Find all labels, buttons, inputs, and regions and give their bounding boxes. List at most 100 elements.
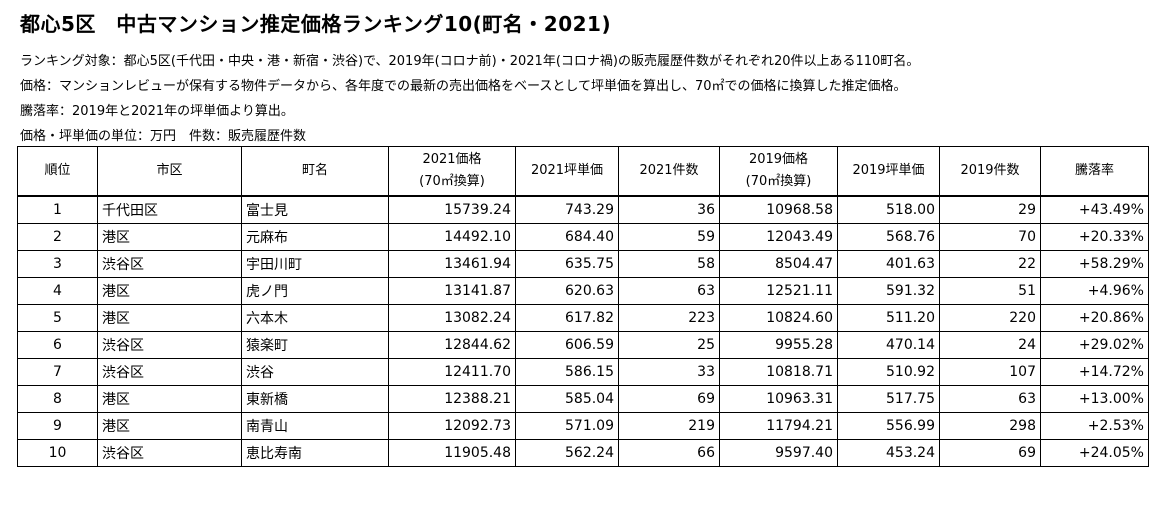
table-row: 10 渋谷区 恵比寿南 11905.48 562.24 66 9597.40 453.24 69… xyxy=(17,439,1149,467)
cell-change-rate: +58.29% xyxy=(1040,250,1149,278)
cell-2021-tsubo-price: 606.59 xyxy=(515,331,619,359)
page-title: 都心5区 中古マンション推定価格ランキング10(町名・2021) xyxy=(20,12,612,36)
cell-2021-count: 58 xyxy=(618,250,720,278)
cell-change-rate: +2.53% xyxy=(1040,412,1149,440)
cell-2019-tsubo-price: 401.63 xyxy=(837,250,940,278)
cell-rank: 10 xyxy=(17,439,98,467)
cell-2019-count: 29 xyxy=(939,195,1041,224)
header-2021-count: 2021件数 xyxy=(618,146,720,197)
cell-town: 南青山 xyxy=(241,412,389,440)
cell-town: 東新橋 xyxy=(241,385,389,413)
cell-change-rate: +13.00% xyxy=(1040,385,1149,413)
cell-2021-tsubo-price: 635.75 xyxy=(515,250,619,278)
cell-2021-tsubo-price: 743.29 xyxy=(515,195,619,224)
cell-town: 六本木 xyxy=(241,304,389,332)
cell-change-rate: +29.02% xyxy=(1040,331,1149,359)
table-row: 7 渋谷区 渋谷 12411.70 586.15 33 10818.71 510.92 107 +… xyxy=(17,358,1149,386)
cell-2019-count: 107 xyxy=(939,358,1041,386)
cell-2019-count: 298 xyxy=(939,412,1041,440)
cell-rank: 8 xyxy=(17,385,98,413)
cell-2021-price: 12411.70 xyxy=(388,358,516,386)
cell-rank: 5 xyxy=(17,304,98,332)
table-row: 4 港区 虎ノ門 13141.87 620.63 63 12521.11 591.32 51 +4… xyxy=(17,277,1149,305)
cell-city: 港区 xyxy=(97,385,242,413)
cell-2019-tsubo-price: 591.32 xyxy=(837,277,940,305)
cell-2021-count: 63 xyxy=(618,277,720,305)
table-row: 3 渋谷区 宇田川町 13461.94 635.75 58 8504.47 401.63 22 +… xyxy=(17,250,1149,278)
cell-rank: 7 xyxy=(17,358,98,386)
cell-city: 港区 xyxy=(97,304,242,332)
cell-town: 元麻布 xyxy=(241,223,389,251)
cell-2021-tsubo-price: 620.63 xyxy=(515,277,619,305)
header-2021-tsubo-price: 2021坪単価 xyxy=(515,146,619,197)
cell-2019-price: 9597.40 xyxy=(719,439,838,467)
cell-town: 猿楽町 xyxy=(241,331,389,359)
header-change-rate: 騰落率 xyxy=(1040,146,1149,197)
cell-city: 港区 xyxy=(97,277,242,305)
cell-rank: 3 xyxy=(17,250,98,278)
cell-city: 渋谷区 xyxy=(97,250,242,278)
cell-2019-tsubo-price: 517.75 xyxy=(837,385,940,413)
cell-2021-price: 13461.94 xyxy=(388,250,516,278)
cell-2019-tsubo-price: 453.24 xyxy=(837,439,940,467)
cell-2021-count: 36 xyxy=(618,195,720,224)
cell-city: 港区 xyxy=(97,412,242,440)
cell-2021-tsubo-price: 585.04 xyxy=(515,385,619,413)
cell-change-rate: +14.72% xyxy=(1040,358,1149,386)
cell-city: 渋谷区 xyxy=(97,358,242,386)
cell-town: 富士見 xyxy=(241,195,389,224)
cell-city: 渋谷区 xyxy=(97,439,242,467)
cell-2021-price: 12092.73 xyxy=(388,412,516,440)
table-row: 6 渋谷区 猿楽町 12844.62 606.59 25 9955.28 470.14 24 +2… xyxy=(17,331,1149,359)
header-town: 町名 xyxy=(241,146,389,197)
cell-2021-count: 66 xyxy=(618,439,720,467)
cell-2021-price: 13141.87 xyxy=(388,277,516,305)
note-change-rate: 騰落率：2019年と2021年の坪単価より算出。 xyxy=(20,104,294,119)
cell-2019-price: 12043.49 xyxy=(719,223,838,251)
cell-2019-price: 12521.11 xyxy=(719,277,838,305)
cell-city: 渋谷区 xyxy=(97,331,242,359)
cell-town: 宇田川町 xyxy=(241,250,389,278)
header-city: 市区 xyxy=(97,146,242,197)
header-2019-tsubo-price: 2019坪単価 xyxy=(837,146,940,197)
cell-2019-price: 8504.47 xyxy=(719,250,838,278)
cell-2021-price: 11905.48 xyxy=(388,439,516,467)
cell-2019-tsubo-price: 510.92 xyxy=(837,358,940,386)
cell-2019-price: 11794.21 xyxy=(719,412,838,440)
cell-2019-price: 9955.28 xyxy=(719,331,838,359)
cell-change-rate: +20.33% xyxy=(1040,223,1149,251)
header-rank: 順位 xyxy=(17,146,98,197)
cell-2021-tsubo-price: 562.24 xyxy=(515,439,619,467)
cell-2021-count: 33 xyxy=(618,358,720,386)
cell-town: 恵比寿南 xyxy=(241,439,389,467)
cell-2019-count: 70 xyxy=(939,223,1041,251)
cell-rank: 1 xyxy=(17,195,98,224)
cell-town: 渋谷 xyxy=(241,358,389,386)
header-2019-count: 2019件数 xyxy=(939,146,1041,197)
cell-2021-count: 223 xyxy=(618,304,720,332)
cell-change-rate: +43.49% xyxy=(1040,195,1149,224)
cell-change-rate: +20.86% xyxy=(1040,304,1149,332)
cell-2021-tsubo-price: 617.82 xyxy=(515,304,619,332)
cell-2019-tsubo-price: 470.14 xyxy=(837,331,940,359)
cell-2019-tsubo-price: 568.76 xyxy=(837,223,940,251)
cell-city: 港区 xyxy=(97,223,242,251)
cell-2021-count: 69 xyxy=(618,385,720,413)
cell-town: 虎ノ門 xyxy=(241,277,389,305)
cell-change-rate: +4.96% xyxy=(1040,277,1149,305)
cell-2019-tsubo-price: 511.20 xyxy=(837,304,940,332)
table-row: 2 港区 元麻布 14492.10 684.40 59 12043.49 568.76 70 +2… xyxy=(17,223,1149,251)
cell-2019-count: 51 xyxy=(939,277,1041,305)
cell-city: 千代田区 xyxy=(97,195,242,224)
cell-2019-count: 24 xyxy=(939,331,1041,359)
cell-2019-tsubo-price: 556.99 xyxy=(837,412,940,440)
table-row: 1 千代田区 富士見 15739.24 743.29 36 10968.58 518.00 29… xyxy=(17,195,1149,224)
note-price-definition: 価格：マンションレビューが保有する物件データから、各年度での最新の売出価格をベー… xyxy=(20,79,907,94)
cell-2019-count: 220 xyxy=(939,304,1041,332)
note-units: 価格・坪単価の単位：万円 件数：販売履歴件数 xyxy=(20,129,307,144)
cell-change-rate: +24.05% xyxy=(1040,439,1149,467)
cell-2019-price: 10963.31 xyxy=(719,385,838,413)
cell-2021-tsubo-price: 571.09 xyxy=(515,412,619,440)
cell-2021-tsubo-price: 684.40 xyxy=(515,223,619,251)
